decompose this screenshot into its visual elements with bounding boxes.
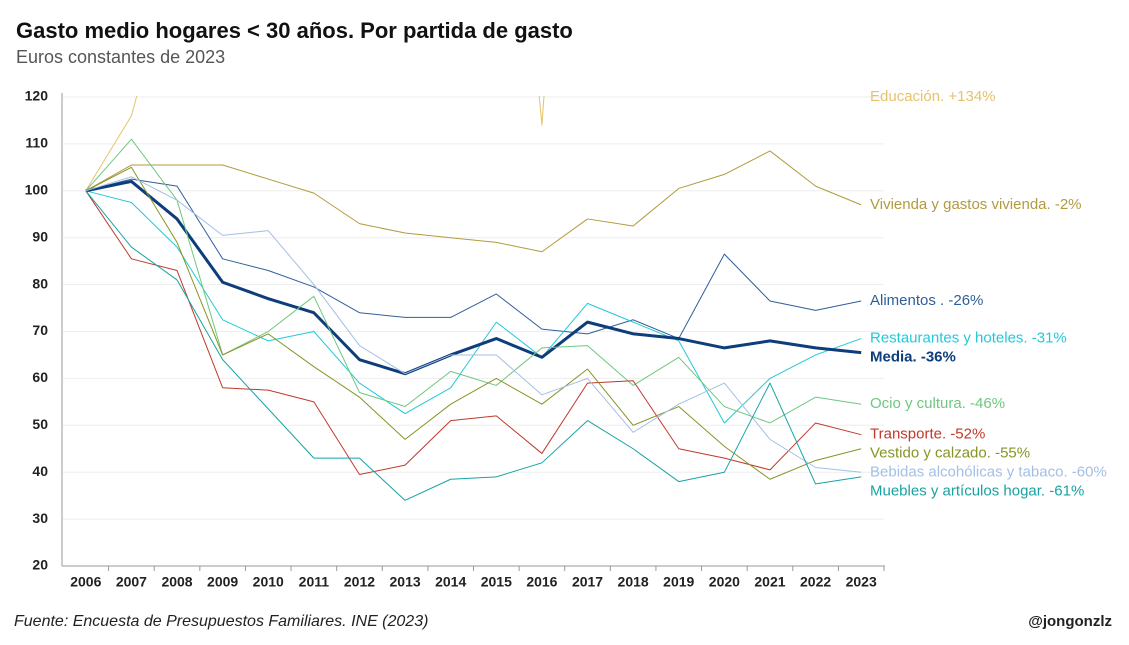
legend-label: Educación. +134% — [870, 88, 996, 105]
x-tick-label: 2007 — [116, 574, 147, 590]
series-line — [85, 190, 862, 501]
chart-title: Gasto medio hogares < 30 años. Por parti… — [16, 18, 573, 43]
legend-label: Transporte. -52% — [870, 426, 985, 443]
x-tick-label: 2017 — [572, 574, 603, 590]
legend-label: Restaurantes y hoteles. -31% — [870, 330, 1067, 347]
legend-label: Alimentos . -26% — [870, 292, 983, 309]
x-tick-label: 2008 — [161, 574, 192, 590]
x-tick-label: 2018 — [618, 574, 649, 590]
y-tick-label: 90 — [32, 228, 48, 244]
y-tick-label: 50 — [32, 416, 48, 432]
series-line — [85, 176, 862, 473]
x-tick-label: 2011 — [299, 574, 330, 590]
legend-label: Vestido y calzado. -55% — [870, 445, 1030, 462]
series-line — [85, 166, 862, 480]
x-tick-label: 2012 — [344, 574, 375, 590]
x-tick-label: 2013 — [390, 574, 421, 590]
series-line — [85, 190, 862, 476]
y-tick-label: 80 — [32, 275, 48, 291]
legend-label: Media. -36% — [870, 349, 956, 366]
plot-lines — [85, 96, 862, 501]
x-tick-label: 2022 — [800, 574, 831, 590]
y-tick-label: 20 — [32, 557, 48, 573]
y-tick-label: 120 — [25, 88, 49, 104]
x-tick-label: 2020 — [709, 574, 740, 590]
legend-label: Bebidas alcohólicas y tabaco. -60% — [870, 464, 1107, 481]
chart-subtitle: Euros constantes de 2023 — [16, 47, 225, 67]
y-tick-label: 100 — [25, 182, 49, 198]
y-tick-label: 110 — [25, 135, 48, 151]
series-line — [85, 138, 862, 424]
y-tick-label: 60 — [32, 369, 48, 385]
grid — [63, 96, 884, 567]
x-tick-label: 2014 — [435, 574, 466, 590]
x-tick-label: 2010 — [253, 574, 284, 590]
legend-label: Vivienda y gastos vivienda. -2% — [870, 196, 1082, 213]
series-line — [85, 178, 862, 340]
x-tick-label: 2019 — [663, 574, 694, 590]
series-line — [85, 179, 862, 376]
x-tick-label: 2023 — [846, 574, 877, 590]
legend-label: Muebles y artículos hogar. -61% — [870, 483, 1084, 500]
y-tick-label: 30 — [32, 510, 48, 526]
legend-label: Ocio y cultura. -46% — [870, 395, 1005, 412]
x-tick-label: 2006 — [70, 574, 101, 590]
y-tick-label: 70 — [32, 322, 48, 338]
x-tick-label: 2021 — [754, 574, 785, 590]
credit: @jongonzlz — [1028, 613, 1112, 630]
y-tick-label: 40 — [32, 463, 48, 479]
source: Fuente: Encuesta de Presupuestos Familia… — [14, 613, 428, 630]
x-tick-label: 2016 — [526, 574, 557, 590]
x-tick-label: 2015 — [481, 574, 512, 590]
series-line — [85, 150, 862, 253]
x-tick-label: 2009 — [207, 574, 238, 590]
